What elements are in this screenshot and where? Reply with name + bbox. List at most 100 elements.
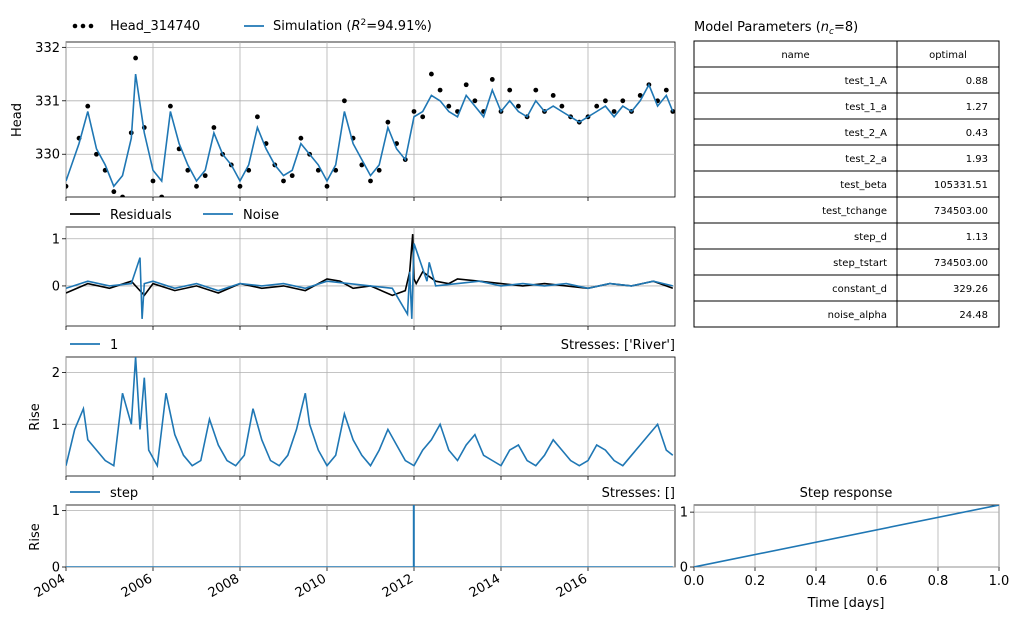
- head-ylabel: Head: [10, 103, 25, 137]
- head-observed-point: [429, 71, 434, 77]
- head-observed-point: [603, 98, 608, 104]
- head-observed-point: [420, 114, 426, 120]
- head-observed-point: [368, 178, 373, 184]
- params-cell: [693, 248, 898, 276]
- step_response-ytick-label: 1: [680, 506, 688, 521]
- head-observed-point: [255, 114, 260, 120]
- params-table: name optimal test_1_A 0.88 test_1_a 1.27 test_…: [693, 40, 1000, 328]
- params-header-name: name: [781, 50, 809, 61]
- head-observed-point: [533, 87, 539, 93]
- step_response-xtick-label: 0.2: [745, 574, 766, 589]
- residuals-plot-area: [65, 226, 676, 327]
- params-row-name: test_beta: [840, 180, 887, 191]
- params-row-name: test_tchange: [822, 206, 887, 217]
- residuals-panel: 01: [52, 226, 676, 330]
- river-ylabel: Rise: [28, 403, 43, 430]
- head-observed-point: [66, 183, 69, 189]
- river-ytick-label: 1: [52, 418, 60, 433]
- params-row-value: 734503.00: [934, 206, 988, 217]
- head-observed-point: [211, 125, 217, 130]
- observed-legend-marker: [72, 23, 78, 29]
- simulation-legend-label: Simulation (R2=94.91%): [273, 18, 432, 34]
- step_response-series-line: [694, 505, 999, 567]
- river-ytick-label: 2: [52, 366, 60, 381]
- step-legend: step Stresses: []: [70, 486, 675, 501]
- step_response-xtick-label: 0.4: [806, 574, 827, 589]
- head-observed-point: [637, 93, 643, 98]
- params-row-value: 329.26: [953, 284, 988, 295]
- head-observed-point: [611, 109, 617, 114]
- params-cell: [693, 300, 898, 328]
- step-xtick-label: 2006: [119, 571, 155, 601]
- step-response-panel: 0 1 0.0 0.2 0.4 0.6 0.8 1.0: [680, 504, 1010, 589]
- head-observed-point: [559, 103, 565, 109]
- step-ytick-label: 1: [52, 504, 60, 519]
- step-legend-label: step: [110, 486, 138, 501]
- head-observed-point: [185, 167, 191, 173]
- head-observed-point: [281, 178, 286, 184]
- head-legend: Head_314740 Simulation (R2=94.91%): [72, 18, 432, 34]
- head-observed-point: [246, 167, 252, 173]
- params-title: Model Parameters (nc=8): [694, 20, 858, 37]
- head-series-line: [66, 73, 674, 188]
- step-series-line: [66, 505, 673, 567]
- params-row-value: 1.13: [966, 232, 988, 243]
- observed-legend-marker: [80, 23, 86, 29]
- head-observed-point: [315, 167, 321, 173]
- step-xtick-label: 2012: [380, 571, 416, 601]
- step-stresses-label: Stresses: []: [602, 486, 675, 501]
- head-observed-point: [94, 151, 99, 157]
- params-cell: [896, 274, 1000, 302]
- head-observed-point: [463, 82, 469, 88]
- params-cell: [693, 144, 898, 172]
- head-observed-point: [472, 98, 478, 104]
- residuals-ytick-label: 1: [52, 232, 60, 247]
- params-cell: [693, 92, 898, 120]
- step_response-xtick-label: 0.8: [928, 574, 949, 589]
- head-observed-point: [663, 87, 669, 93]
- step-panel: 0 1 2004 2006 2008 2010 2012 2014 2016: [32, 504, 676, 601]
- river-stresses-label: Stresses: ['River']: [561, 338, 675, 353]
- head-observed-point: [194, 183, 199, 189]
- observed-legend-marker: [88, 23, 94, 29]
- observed-legend-label: Head_314740: [110, 19, 200, 34]
- residuals-series-line: [66, 234, 674, 297]
- head-observed-point: [385, 119, 391, 125]
- params-cell: [693, 196, 898, 224]
- params-cell: [896, 248, 1000, 276]
- params-row-value: 24.48: [959, 310, 988, 321]
- head-observed-point: [342, 98, 347, 104]
- head-observed-point: [594, 103, 600, 109]
- params-cell: [693, 274, 898, 302]
- head-observed-point: [516, 103, 521, 109]
- river-series-line: [66, 357, 674, 469]
- params-row-name: test_1_a: [845, 102, 887, 113]
- head-ytick-label: 330: [35, 148, 60, 163]
- head-observed-point: [298, 135, 304, 141]
- step_response-xtick-label: 1.0: [989, 574, 1010, 589]
- residuals-legend-label: Residuals: [110, 208, 172, 223]
- head-observed-point: [85, 103, 91, 109]
- river-legend-label: 1: [110, 338, 118, 353]
- river-legend: 1 Stresses: ['River']: [70, 338, 675, 353]
- params-row-name: constant_d: [832, 284, 887, 295]
- head-observed-point: [289, 173, 295, 179]
- head-observed-point: [437, 87, 443, 93]
- params-cell: [693, 222, 898, 250]
- head-panel: 330 331 332: [35, 41, 676, 201]
- head-observed-point: [620, 98, 626, 104]
- step-xtick-label: 2010: [293, 571, 329, 601]
- head-ytick-label: 331: [35, 94, 60, 109]
- params-cell: [896, 300, 1000, 328]
- params-row-value: 0.88: [966, 76, 988, 87]
- step-ylabel: Rise: [28, 523, 43, 550]
- params-row-value: 1.93: [966, 154, 988, 165]
- params-cell: [896, 118, 1000, 146]
- step-plot-area: [65, 504, 676, 568]
- params-cell: [896, 144, 1000, 172]
- head-observed-point: [359, 162, 365, 168]
- head-observed-point: [550, 93, 556, 98]
- head-observed-point: [133, 55, 139, 61]
- head-observed-point: [159, 194, 165, 197]
